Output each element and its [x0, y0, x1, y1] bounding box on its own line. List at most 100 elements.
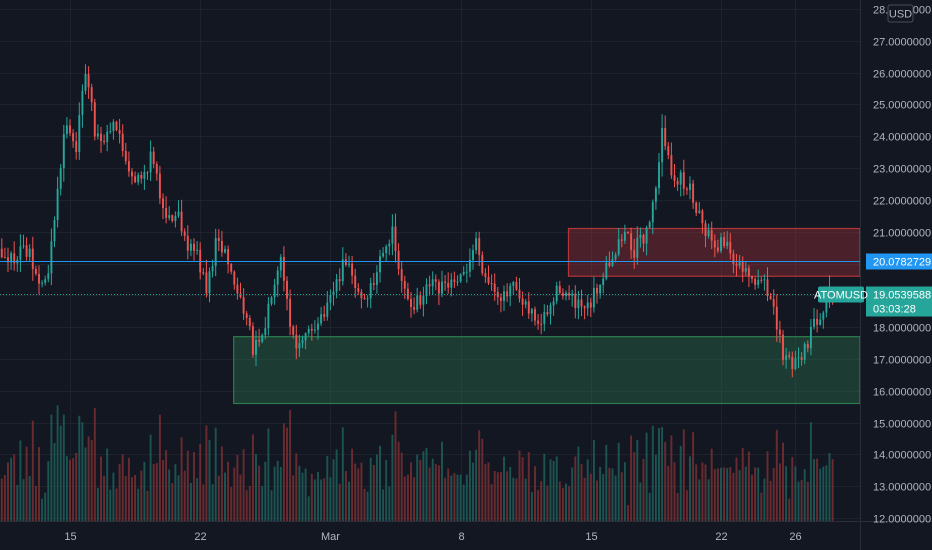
candle-body: [431, 279, 434, 287]
volume-bar: [270, 490, 273, 521]
volume-bar: [509, 467, 512, 521]
candle-body: [735, 263, 738, 266]
volume-bar: [744, 466, 747, 521]
volume-bar: [326, 455, 329, 521]
candle-body: [90, 87, 93, 103]
volume-bar: [775, 429, 778, 521]
candle-body: [251, 326, 254, 355]
volume-bar: [118, 463, 121, 521]
time-tick-label: 15: [64, 531, 76, 543]
candle-body: [478, 238, 481, 256]
candle-body: [530, 309, 533, 314]
volume-bar: [177, 475, 180, 521]
volume-bar: [577, 446, 580, 521]
volume-bar: [168, 469, 171, 521]
candle-body: [25, 245, 28, 257]
volume-bar: [379, 445, 381, 521]
candle-body: [685, 188, 688, 191]
candle-body: [639, 234, 642, 238]
volume-bar: [242, 449, 245, 521]
volume-bar: [357, 468, 360, 521]
volume-bar: [493, 470, 496, 521]
candle-body: [121, 133, 124, 151]
candle-body: [276, 270, 279, 285]
candle-body: [87, 74, 90, 88]
candle-body: [788, 355, 791, 357]
candle-body: [248, 317, 251, 327]
last-price-tag: [866, 286, 932, 317]
volume-bar: [611, 468, 614, 521]
candle-body: [379, 256, 381, 273]
volume-bar: [549, 459, 552, 521]
volume-bar: [406, 474, 409, 521]
candle-body: [127, 161, 130, 172]
currency-label[interactable]: USD: [887, 4, 914, 23]
volume-bar: [592, 439, 595, 521]
candle-body: [162, 198, 164, 209]
candle-body: [50, 241, 53, 274]
candle-body: [279, 256, 282, 271]
volume-bar: [127, 457, 130, 521]
candle-body: [726, 241, 729, 246]
volume-bar: [654, 454, 657, 521]
candle-body: [620, 239, 623, 241]
candle-body: [772, 299, 775, 307]
candle-body: [673, 175, 676, 182]
candle-body: [682, 172, 685, 189]
volume-bar: [552, 461, 555, 521]
candle-body: [416, 295, 419, 310]
candle-body: [651, 201, 654, 223]
candle-body: [38, 273, 40, 284]
candle-body: [434, 279, 437, 282]
volume-bar: [400, 452, 403, 521]
candle-body: [410, 298, 412, 308]
candle-body: [441, 281, 443, 294]
volume-bar: [103, 475, 106, 521]
volume-bar: [664, 442, 667, 521]
volume-bar: [695, 464, 698, 521]
candle-body: [444, 281, 447, 283]
volume-bar: [636, 439, 639, 521]
volume-bar: [506, 471, 509, 521]
volume-bar: [431, 458, 434, 521]
candle-body: [465, 271, 468, 273]
time-axis[interactable]: 15 22 Mar 8 15 22 26: [64, 531, 801, 543]
volume-bar: [627, 505, 629, 521]
candle-body: [286, 280, 288, 299]
zones: [233, 227, 861, 405]
candle-body: [301, 340, 304, 344]
volume-bar: [348, 481, 350, 521]
volume-bar: [825, 465, 828, 521]
candle-body: [506, 291, 509, 297]
candle-body: [375, 272, 378, 285]
support-zone[interactable]: [233, 336, 861, 405]
candle-body: [295, 334, 298, 349]
candle-body: [720, 237, 722, 252]
candle-body: [676, 181, 679, 185]
volume-bar: [596, 480, 598, 521]
volume-bar: [602, 474, 605, 521]
candle-body: [53, 220, 56, 242]
candle-body: [338, 279, 341, 282]
volume-bar: [174, 464, 177, 521]
volume-bar: [56, 405, 59, 521]
volume-bar: [248, 485, 251, 521]
volume-bar: [800, 479, 803, 521]
volume-bar: [599, 467, 602, 521]
volume-bar: [760, 492, 763, 521]
volume-bar: [543, 453, 546, 521]
candle-body: [239, 293, 242, 298]
resistance-zone[interactable]: [567, 227, 861, 277]
candle-body: [503, 291, 505, 301]
volume-bar: [65, 456, 68, 521]
volume-bar: [317, 471, 319, 521]
volume-bar: [217, 475, 220, 521]
volume-bar: [329, 477, 332, 521]
candle-body: [3, 257, 6, 259]
candle-body: [583, 306, 586, 309]
volume-bar: [152, 464, 155, 521]
volume-bar: [106, 448, 109, 521]
volume-bar: [25, 446, 28, 521]
candle-body: [214, 237, 217, 267]
